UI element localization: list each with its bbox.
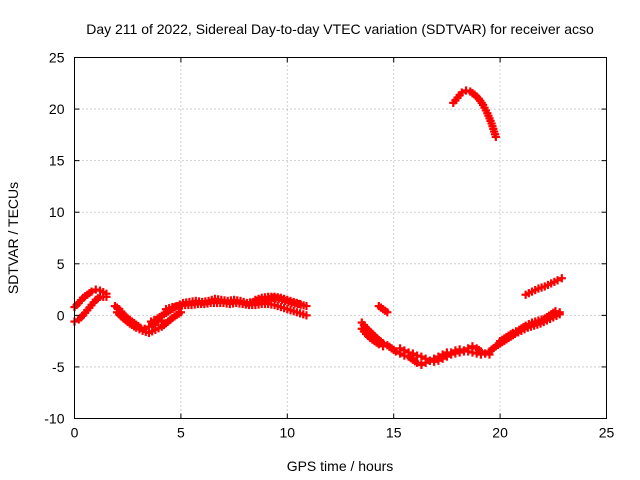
data-point (434, 356, 443, 365)
y-axis-label: SDTVAR / TECUs (5, 182, 21, 294)
x-tick-label: 25 (599, 425, 615, 441)
x-axis-label: GPS time / hours (287, 458, 394, 474)
chart-title: Day 211 of 2022, Sidereal Day-to-day VTE… (86, 21, 594, 37)
data-point (87, 287, 96, 296)
y-tick-label: -5 (52, 359, 65, 375)
data-point (555, 308, 564, 317)
x-tick-label: 20 (492, 425, 508, 441)
data-point (442, 352, 451, 361)
y-tick-label: 5 (57, 256, 65, 272)
data-point (417, 360, 426, 369)
data-point (295, 299, 305, 309)
data-point (408, 349, 417, 358)
data-point (413, 358, 422, 367)
data-point (391, 347, 400, 356)
plot-frame (74, 57, 607, 419)
data-points (70, 86, 566, 369)
data-point (421, 354, 430, 363)
data-point (491, 132, 500, 142)
data-point (144, 322, 154, 331)
data-point (176, 308, 185, 317)
data-point (553, 276, 562, 285)
data-point (302, 311, 311, 320)
data-point (374, 340, 383, 349)
y-tick-label: -10 (44, 411, 64, 427)
x-tick-label: 0 (71, 425, 79, 441)
y-tick-label: 25 (49, 50, 65, 66)
data-point (438, 354, 447, 363)
data-point (383, 308, 392, 317)
data-point (395, 344, 405, 353)
y-tick-label: 20 (49, 101, 65, 117)
y-tick-label: 0 (57, 307, 65, 323)
data-point (468, 342, 477, 351)
x-tick-label: 15 (386, 425, 402, 441)
data-point (102, 292, 111, 301)
y-tick-label: 10 (49, 204, 65, 220)
data-point (457, 88, 466, 97)
data-point (557, 274, 566, 283)
y-tick-label: 15 (49, 153, 65, 169)
data-point (400, 346, 409, 355)
grid-lines (74, 57, 607, 419)
x-tick-label: 5 (177, 425, 185, 441)
axis-ticks: 0 5 10 15 20 25 -10 -5 0 5 10 15 20 25 (44, 50, 614, 441)
data-point (481, 349, 490, 358)
x-tick-label: 10 (280, 425, 296, 441)
data-point (302, 301, 311, 311)
data-point (378, 342, 388, 351)
data-point (417, 352, 426, 361)
